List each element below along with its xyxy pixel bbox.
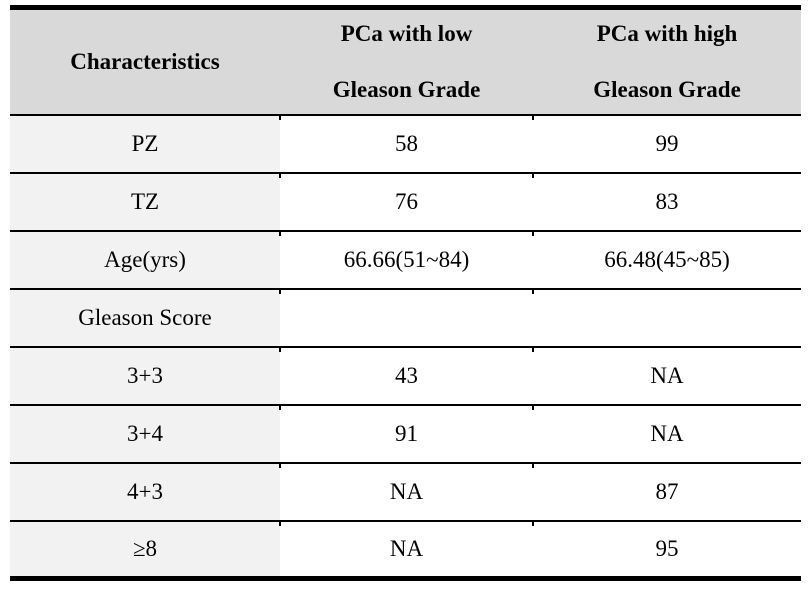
value-cell-low: NA bbox=[279, 462, 533, 521]
table-row-pz: PZ 58 99 bbox=[10, 114, 801, 173]
value-cell-high: NA bbox=[532, 404, 801, 463]
table-header-row: Characteristics PCa with low Gleason Gra… bbox=[10, 7, 801, 116]
row-label-cell: 4+3 bbox=[10, 462, 280, 521]
value-cell-low: NA bbox=[279, 520, 533, 579]
row-label-cell: Gleason Score bbox=[10, 288, 280, 347]
table-row-3plus3: 3+3 43 NA bbox=[10, 346, 801, 405]
table-row-gleason-score: Gleason Score bbox=[10, 288, 801, 347]
header-low-stack: PCa with low Gleason Grade bbox=[280, 20, 533, 104]
table-row-4plus3: 4+3 NA 87 bbox=[10, 462, 801, 521]
header-cell-low-gleason: PCa with low Gleason Grade bbox=[280, 7, 533, 116]
header-high-line2: Gleason Grade bbox=[593, 77, 741, 103]
row-label-cell: 3+4 bbox=[10, 404, 280, 463]
row-label-cell: PZ bbox=[10, 114, 280, 173]
table-row-ge8: ≥8 NA 95 bbox=[10, 520, 801, 579]
value-cell-low: 43 bbox=[279, 346, 533, 405]
value-cell-high: 95 bbox=[532, 520, 801, 579]
value-cell-high: 66.48(45~85) bbox=[532, 230, 801, 289]
value-cell-high bbox=[532, 288, 801, 347]
value-cell-low: 91 bbox=[279, 404, 533, 463]
characteristics-table: Characteristics PCa with low Gleason Gra… bbox=[10, 5, 801, 581]
table-row-age: Age(yrs) 66.66(51~84) 66.48(45~85) bbox=[10, 230, 801, 289]
header-high-stack: PCa with high Gleason Grade bbox=[533, 20, 801, 104]
header-cell-high-gleason: PCa with high Gleason Grade bbox=[533, 7, 801, 116]
row-label-cell: Age(yrs) bbox=[10, 230, 280, 289]
value-cell-low: 58 bbox=[279, 114, 533, 173]
row-label-cell: TZ bbox=[10, 172, 280, 231]
value-cell-low bbox=[279, 288, 533, 347]
table-row-3plus4: 3+4 91 NA bbox=[10, 404, 801, 463]
header-cell-characteristics: Characteristics bbox=[10, 7, 280, 116]
row-label-cell: ≥8 bbox=[10, 520, 280, 579]
value-cell-high: 83 bbox=[532, 172, 801, 231]
row-label-cell: 3+3 bbox=[10, 346, 280, 405]
value-cell-high: NA bbox=[532, 346, 801, 405]
header-high-line1: PCa with high bbox=[596, 20, 738, 46]
header-low-line1: PCa with low bbox=[340, 20, 473, 46]
header-low-line2: Gleason Grade bbox=[332, 77, 481, 103]
value-cell-high: 99 bbox=[532, 114, 801, 173]
value-cell-high: 87 bbox=[532, 462, 801, 521]
value-cell-low: 76 bbox=[279, 172, 533, 231]
value-cell-low: 66.66(51~84) bbox=[279, 230, 533, 289]
table-row-tz: TZ 76 83 bbox=[10, 172, 801, 231]
